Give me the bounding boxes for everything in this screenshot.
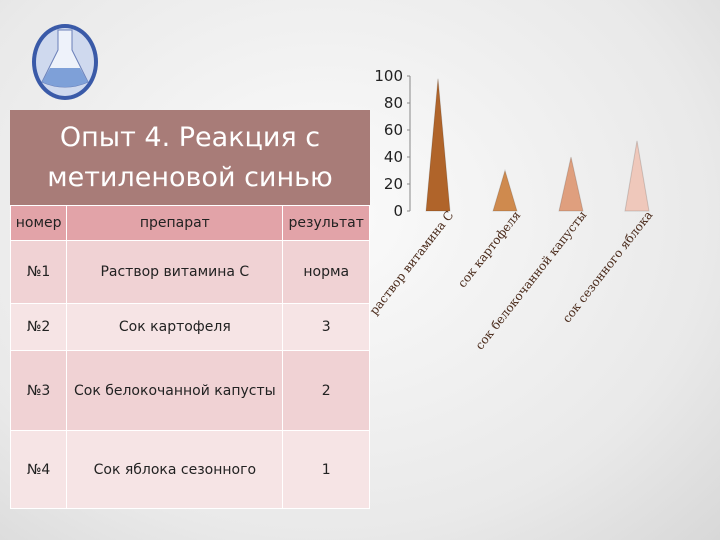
cell: 3 [282, 303, 370, 351]
header-cell: результат [282, 205, 370, 241]
cone [425, 78, 451, 212]
y-tick-label: 60 [384, 121, 403, 139]
title-text: Опыт 4. Реакция с метиленовой синью [47, 121, 333, 193]
cell: №2 [9, 303, 68, 351]
row: №3 Сок белокочанной капусты 2 [9, 350, 370, 431]
y-tick-label: 80 [384, 94, 403, 112]
y-tick-label: 40 [384, 148, 403, 166]
table: номер препарат результат №1 Раствор витам… [9, 205, 370, 509]
row: №2 Сок картофеля 3 [9, 303, 370, 351]
title: Опыт 4. Реакция с метиленовой синью [10, 110, 370, 205]
cell: Сок картофеля [66, 303, 284, 351]
cell: №1 [9, 240, 68, 304]
cell: Сок яблока сезонного [66, 430, 284, 509]
header-cell: препарат [66, 205, 284, 241]
cell: 2 [282, 350, 370, 431]
x-tick-label: сок белокочанной капусты [472, 208, 589, 352]
cone [624, 140, 650, 212]
cone [558, 156, 584, 212]
cone [492, 168, 518, 212]
header-row: номер препарат результат [9, 205, 370, 241]
header-cell: номер [9, 205, 68, 241]
cell: Сок белокочанной капусты [66, 350, 284, 431]
cell: №4 [9, 430, 68, 509]
cell: №3 [9, 350, 68, 431]
y-tick-label: 20 [384, 175, 403, 193]
y-tick-label: 0 [393, 202, 403, 220]
cell: 1 [282, 430, 370, 509]
y-tick-label: 100 [374, 67, 403, 85]
cell: Раствор витамина С [66, 240, 284, 304]
cell: норма [282, 240, 370, 304]
flask-icon [32, 24, 98, 100]
row: №4 Сок яблока сезонного 1 [9, 430, 370, 509]
x-tick-label: сок картофеля [455, 208, 523, 290]
x-tick-label: раствор витамина С [367, 208, 457, 317]
